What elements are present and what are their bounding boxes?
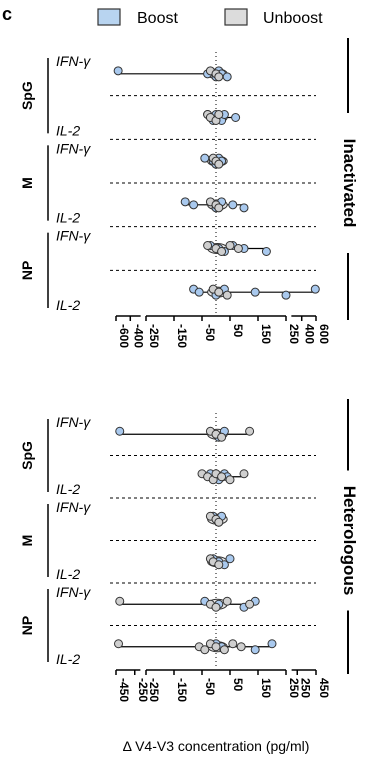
data-point bbox=[214, 159, 224, 169]
data-point bbox=[194, 287, 204, 297]
data-point bbox=[211, 642, 221, 652]
antigen-label: SpG bbox=[19, 441, 35, 470]
x-tick-label: 150 bbox=[259, 678, 273, 698]
data-point bbox=[267, 639, 277, 649]
x-tick-label: -250 bbox=[147, 678, 161, 702]
legend-swatch-boost bbox=[97, 8, 121, 26]
data-point bbox=[225, 554, 235, 564]
legend-label-unboost: Unboost bbox=[263, 10, 323, 27]
data-point bbox=[211, 602, 221, 612]
x-tick-label: 250 bbox=[298, 678, 312, 698]
antigen-label: NP bbox=[19, 261, 35, 280]
data-point bbox=[203, 241, 213, 250]
panel-inactivated: -600 -400 -250 -150 -50 50 150 250 400 600 SpG IFN-… bbox=[19, 38, 359, 348]
data-point bbox=[214, 517, 224, 527]
data-point bbox=[200, 645, 210, 655]
cytokine-label: IL-2 bbox=[56, 297, 80, 313]
data-point bbox=[250, 287, 260, 297]
data-point bbox=[115, 596, 125, 606]
x-tick-label: -150 bbox=[175, 324, 189, 348]
cytokine-label: IFN-γ bbox=[56, 228, 91, 244]
x-tick-label: -50 bbox=[203, 678, 217, 696]
data-point bbox=[239, 469, 249, 479]
data-point bbox=[214, 110, 224, 119]
data-point bbox=[189, 200, 199, 210]
x-tick-label: 600 bbox=[317, 324, 331, 344]
data-point bbox=[245, 599, 255, 609]
legend-label-boost: Boost bbox=[137, 10, 178, 27]
group-label: Inactivated bbox=[340, 139, 359, 228]
cytokine-label: IL-2 bbox=[56, 566, 80, 582]
legend: Boost Unboost bbox=[97, 8, 323, 27]
data-point bbox=[236, 642, 246, 652]
data-point bbox=[217, 432, 227, 442]
cytokine-label: IFN-γ bbox=[56, 53, 91, 69]
data-point bbox=[222, 596, 232, 606]
data-point bbox=[214, 560, 224, 570]
x-tick-label: 450 bbox=[317, 678, 331, 698]
data-point bbox=[219, 645, 229, 655]
x-tick-label: 400 bbox=[303, 324, 317, 344]
data-point bbox=[222, 290, 232, 300]
data-point bbox=[245, 426, 255, 436]
cytokine-label: IFN-γ bbox=[56, 140, 91, 156]
data-point bbox=[180, 197, 190, 207]
cytokine-label: IL-2 bbox=[56, 481, 80, 497]
antigen-label: M bbox=[19, 535, 35, 547]
data-point bbox=[239, 203, 249, 213]
data-point bbox=[250, 645, 260, 655]
data-point bbox=[231, 113, 241, 122]
legend-swatch-unboost bbox=[224, 8, 248, 26]
data-point bbox=[214, 72, 224, 82]
group-label: Heterologous bbox=[340, 486, 359, 596]
antigen-label: M bbox=[19, 177, 35, 189]
cytokine-label: IFN-γ bbox=[56, 584, 91, 600]
data-point bbox=[233, 244, 243, 253]
x-tick-label: -600 bbox=[117, 324, 131, 348]
data-point bbox=[228, 200, 238, 210]
antigen-label: SpG bbox=[19, 81, 35, 110]
x-tick-label: -400 bbox=[131, 324, 145, 348]
panel-letter: c bbox=[2, 4, 12, 24]
data-point bbox=[115, 426, 125, 436]
data-point bbox=[261, 247, 271, 256]
data-point bbox=[222, 72, 232, 82]
data-point bbox=[225, 241, 235, 250]
x-tick-label: -250 bbox=[136, 678, 150, 702]
cytokine-label: IL-2 bbox=[56, 651, 80, 667]
data-point bbox=[114, 639, 123, 649]
data-point bbox=[281, 290, 291, 300]
x-tick-label: 250 bbox=[287, 324, 301, 344]
data-point bbox=[228, 639, 238, 649]
x-tick-label: 150 bbox=[259, 324, 273, 344]
x-axis-title: Δ V4-V3 concentration (pg/ml) bbox=[123, 738, 310, 754]
data-point bbox=[225, 475, 235, 485]
x-tick-label: 50 bbox=[231, 324, 245, 338]
cytokine-label: IFN-γ bbox=[56, 414, 91, 430]
x-tick-label: -450 bbox=[117, 678, 131, 702]
x-tick-label: 250 bbox=[287, 678, 301, 698]
data-point bbox=[214, 203, 224, 213]
x-tick-label: -50 bbox=[203, 324, 217, 342]
data-point bbox=[200, 153, 210, 163]
data-point bbox=[217, 472, 227, 482]
cytokine-label: IFN-γ bbox=[56, 499, 91, 515]
cytokine-label: IL-2 bbox=[56, 210, 80, 226]
x-tick-label: -150 bbox=[175, 678, 189, 702]
cytokine-label: IL-2 bbox=[56, 122, 80, 138]
x-tick-label: -250 bbox=[147, 324, 161, 348]
x-tick-label: 50 bbox=[231, 678, 245, 692]
antigen-label: NP bbox=[19, 616, 35, 635]
data-point bbox=[214, 287, 224, 297]
data-point bbox=[310, 284, 320, 294]
data-point bbox=[113, 66, 123, 76]
data-point bbox=[217, 247, 227, 256]
